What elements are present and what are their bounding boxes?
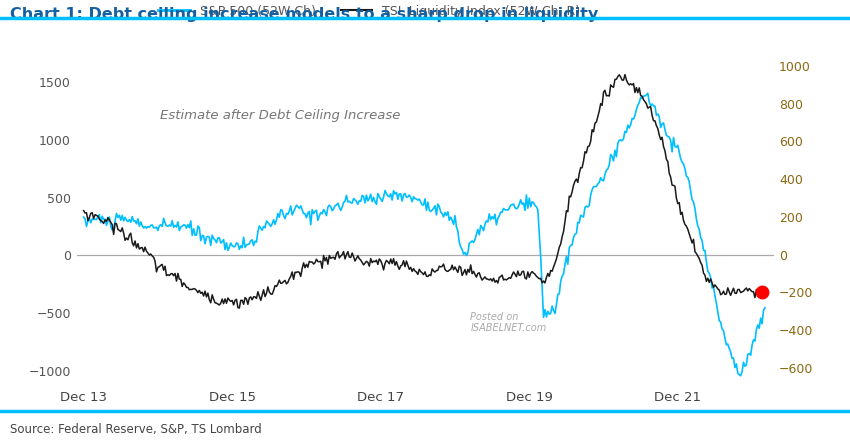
Text: Chart 1: Debt ceiling increase models to a sharp drop in liquidity: Chart 1: Debt ceiling increase models to…: [10, 7, 598, 22]
Text: Estimate after Debt Ceiling Increase: Estimate after Debt Ceiling Increase: [160, 109, 400, 122]
Legend: S&P 500 (52W Ch), TSL Liquidity Index (52W Ch, R): S&P 500 (52W Ch), TSL Liquidity Index (5…: [154, 0, 585, 22]
Text: Posted on
ISABELNET.com: Posted on ISABELNET.com: [470, 312, 547, 334]
Text: Source: Federal Reserve, S&P, TS Lombard: Source: Federal Reserve, S&P, TS Lombard: [10, 422, 262, 436]
